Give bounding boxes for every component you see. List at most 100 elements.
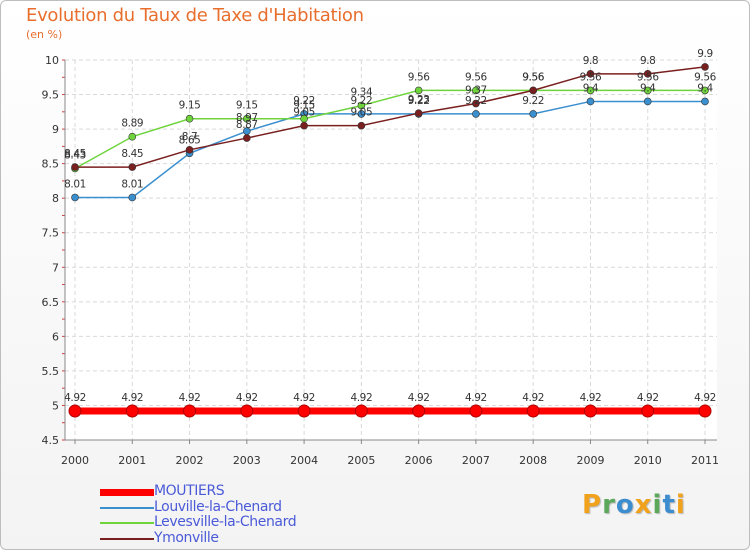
data-label-ymonville: 9.8 <box>640 55 656 67</box>
data-label-ymonville: 9.9 <box>697 48 713 60</box>
data-point-moutiers <box>469 404 483 418</box>
data-label-moutiers: 4.92 <box>64 392 86 404</box>
data-point-moutiers <box>297 404 311 418</box>
y-tick-label: 8.5 <box>42 158 60 171</box>
data-label-levesville-la-chenard: 9.15 <box>293 100 315 112</box>
data-label-levesville-la-chenard: 9.15 <box>236 100 258 112</box>
data-point-levesville-la-chenard <box>643 86 652 95</box>
x-tick-label: 2007 <box>462 454 490 467</box>
data-label-moutiers: 4.92 <box>350 392 372 404</box>
data-point-moutiers <box>125 404 139 418</box>
x-tick-label: 2008 <box>519 454 547 467</box>
data-label-ymonville: 8.7 <box>182 131 198 143</box>
data-point-louville-la-chenard <box>643 97 652 106</box>
data-point-levesville-la-chenard <box>414 86 423 95</box>
series-line-levesville-la-chenard <box>74 89 705 170</box>
data-point-moutiers <box>526 404 540 418</box>
data-label-ymonville: 9.23 <box>408 94 430 106</box>
data-point-louville-la-chenard <box>472 110 480 118</box>
data-label-louville-la-chenard: 8.01 <box>64 178 86 190</box>
x-tick-label: 2003 <box>233 454 261 467</box>
data-point-louville-la-chenard <box>586 97 595 106</box>
data-label-ymonville: 8.45 <box>64 148 86 160</box>
data-point-louville-la-chenard <box>357 110 366 118</box>
legend-label-levesville-la-chenard: Levesville-la-Chenard <box>154 514 297 530</box>
y-tick-label: 9.5 <box>42 89 60 102</box>
data-label-louville-la-chenard: 9.4 <box>697 82 713 94</box>
data-point-moutiers <box>68 404 82 418</box>
data-label-ymonville: 8.87 <box>236 119 258 131</box>
y-tick-label: 5 <box>52 399 59 412</box>
data-label-louville-la-chenard: 9.22 <box>293 95 315 107</box>
data-point-ymonville <box>529 86 537 95</box>
data-label-louville-la-chenard: 9.4 <box>583 82 599 94</box>
legend-swatch-levesville-la-chenard <box>100 522 154 524</box>
data-point-levesville-la-chenard <box>472 86 480 95</box>
data-point-ymonville <box>586 70 595 78</box>
data-label-ymonville: 9.8 <box>583 55 599 67</box>
legend-swatch-ymonville <box>100 537 154 540</box>
data-point-moutiers <box>354 404 368 418</box>
data-point-ymonville <box>643 70 652 78</box>
data-label-levesville-la-chenard: 9.56 <box>694 71 716 83</box>
logo-letter: t <box>662 490 676 520</box>
data-label-levesville-la-chenard: 8.43 <box>64 149 86 161</box>
legend-swatch-moutiers <box>100 488 154 496</box>
data-label-levesville-la-chenard: 9.15 <box>179 100 201 112</box>
data-point-louville-la-chenard <box>701 97 709 106</box>
data-point-moutiers <box>641 404 655 418</box>
data-label-levesville-la-chenard: 8.89 <box>121 118 143 130</box>
data-label-levesville-la-chenard: 9.56 <box>522 71 544 83</box>
y-tick-label: 6 <box>52 330 59 343</box>
data-label-moutiers: 4.92 <box>465 392 487 404</box>
legend-swatch-louville-la-chenard <box>100 506 154 509</box>
logo-letter: P <box>582 490 603 520</box>
x-tick-label: 2004 <box>290 454 318 467</box>
unit-label: (en %) <box>26 28 63 41</box>
data-point-levesville-la-chenard <box>357 101 366 110</box>
data-label-levesville-la-chenard: 9.34 <box>350 87 372 99</box>
data-label-moutiers: 4.92 <box>179 392 201 404</box>
series-line-louville-la-chenard <box>75 100 705 199</box>
data-point-ymonville <box>414 109 423 117</box>
legend-label-louville-la-chenard: Louville-la-Chenard <box>154 498 282 515</box>
chart-title: Evolution du Taux de Taxe d'Habitation <box>26 5 364 26</box>
data-point-levesville-la-chenard <box>701 86 709 95</box>
y-tick-label: 5.5 <box>42 365 60 378</box>
data-label-levesville-la-chenard: 9.56 <box>465 71 487 83</box>
x-tick-label: 2000 <box>61 454 89 467</box>
data-label-louville-la-chenard: 8.97 <box>236 112 258 124</box>
x-tick-label: 2006 <box>405 454 433 467</box>
data-label-ymonville: 9.37 <box>465 85 487 97</box>
data-label-levesville-la-chenard: 9.56 <box>408 71 430 83</box>
data-label-moutiers: 4.92 <box>580 392 602 404</box>
data-label-ymonville: 9.05 <box>293 107 315 119</box>
logo-letter: o <box>615 490 635 520</box>
logo-letter: x <box>634 490 653 520</box>
data-label-louville-la-chenard: 9.22 <box>465 95 487 107</box>
data-label-moutiers: 4.92 <box>293 392 315 404</box>
proxiti-logo: Proxiti <box>582 490 686 520</box>
data-point-ymonville <box>71 163 79 171</box>
data-label-moutiers: 4.92 <box>121 392 143 404</box>
data-label-moutiers: 4.92 <box>408 392 430 404</box>
plot-area <box>65 60 717 440</box>
y-tick-label: 9 <box>52 123 59 136</box>
data-label-louville-la-chenard: 9.4 <box>640 82 656 94</box>
legend-label-ymonville: Ymonville <box>154 529 219 546</box>
data-label-louville-la-chenard: 9.22 <box>522 95 544 107</box>
data-point-ymonville <box>701 63 709 71</box>
data-label-moutiers: 4.92 <box>694 392 716 404</box>
x-tick-label: 2005 <box>347 454 375 467</box>
data-point-louville-la-chenard <box>529 110 537 118</box>
y-tick-label: 8 <box>52 192 59 205</box>
data-label-louville-la-chenard: 9.22 <box>350 95 372 107</box>
y-tick-label: 4.5 <box>42 434 60 447</box>
x-tick-label: 2010 <box>634 454 662 467</box>
data-label-moutiers: 4.92 <box>637 392 659 404</box>
x-tick-label: 2011 <box>691 454 719 467</box>
data-label-louville-la-chenard: 9.22 <box>408 95 430 107</box>
data-point-moutiers <box>183 404 197 418</box>
logo-letter: r <box>602 490 616 520</box>
x-tick-label: 2009 <box>576 454 604 467</box>
